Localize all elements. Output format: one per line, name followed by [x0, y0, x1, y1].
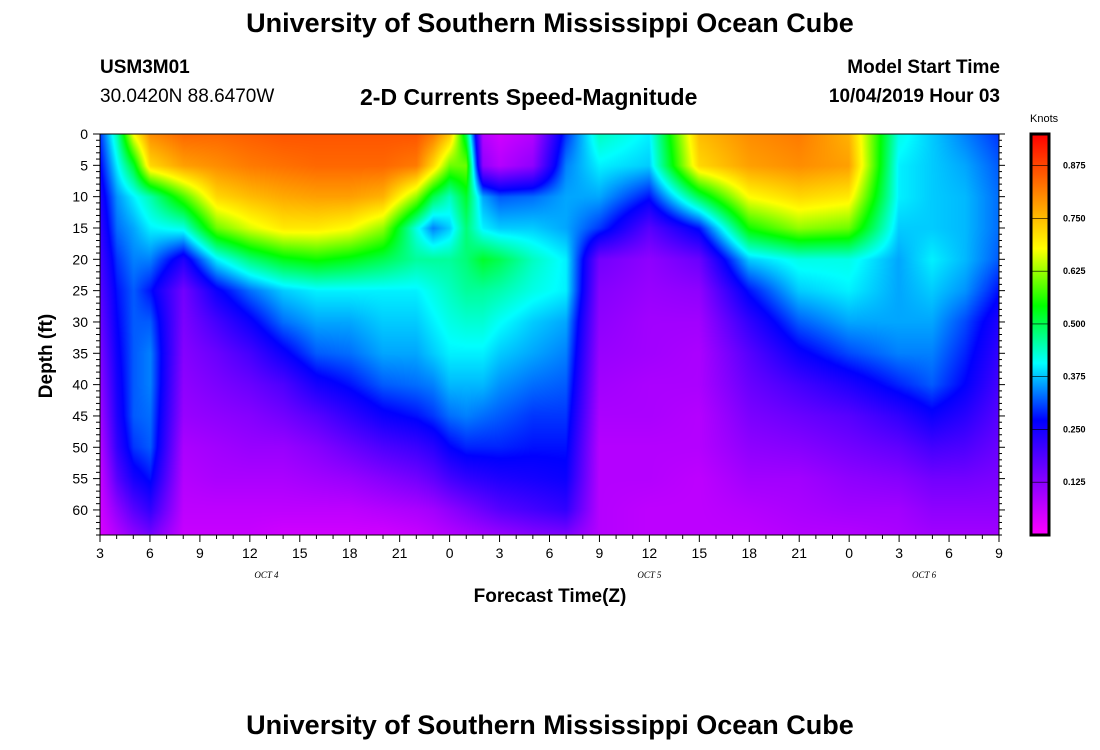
y-tick-label: 20: [72, 251, 88, 267]
x-tick-label: 3: [895, 545, 903, 561]
y-tick-label: 40: [72, 377, 88, 393]
colorbar: 0.875 0.750 0.625 0.500 0.375 0.250 0.125: [1029, 132, 1086, 537]
x-date-label: OCT 5: [637, 570, 662, 580]
y-tick-label: 55: [72, 471, 88, 487]
y-tick-label: 0: [80, 126, 88, 142]
colorbar-tick-label: 0.375: [1063, 372, 1086, 382]
model-start-label: Model Start Time: [847, 57, 1000, 78]
x-tick-label: 15: [292, 545, 308, 561]
page-title-top: University of Southern Mississippi Ocean…: [246, 8, 854, 38]
x-tick-label: 21: [791, 545, 807, 561]
plot-area: [100, 134, 999, 535]
x-tick-label: 0: [446, 545, 454, 561]
colorbar-tick-label: 0.500: [1063, 319, 1086, 329]
station-id: USM3M01: [100, 57, 190, 78]
y-tick-label: 45: [72, 408, 88, 424]
x-tick-label: 6: [146, 545, 154, 561]
y-tick-label: 5: [80, 157, 88, 173]
x-tick-label: 6: [546, 545, 554, 561]
x-tick-label: 12: [242, 545, 258, 561]
chart-subtitle: 2-D Currents Speed-Magnitude: [360, 84, 698, 110]
x-tick-label: 3: [96, 545, 104, 561]
x-date-label: OCT 4: [254, 570, 279, 580]
y-axis-label: Depth (ft): [36, 313, 57, 399]
x-tick-label: 6: [945, 545, 953, 561]
colorbar-tick-label: 0.875: [1063, 161, 1086, 171]
y-tick-label: 35: [72, 345, 88, 361]
colorbar-tick-label: 0.625: [1063, 266, 1086, 276]
x-date-label: OCT 6: [912, 570, 937, 580]
colorbar-gradient: [1029, 132, 1051, 537]
heatmap-cells: [100, 134, 999, 535]
model-start-value: 10/04/2019 Hour 03: [828, 86, 1000, 107]
x-tick-label: 12: [642, 545, 658, 561]
y-tick-label: 60: [72, 502, 88, 518]
x-tick-label: 9: [596, 545, 604, 561]
x-tick-label: 18: [741, 545, 757, 561]
y-tick-label: 30: [72, 314, 88, 330]
colorbar-unit-label: Knots: [1030, 113, 1059, 125]
y-tick-label: 15: [72, 220, 88, 236]
x-tick-label: 18: [342, 545, 358, 561]
page-title-bottom: University of Southern Mississippi Ocean…: [246, 710, 854, 740]
axes: 3 6 9 12 15 18 21 0 3 6 9 12 15 18 21 0 3 6 9 OCT 4 OCT 5 OCT…: [72, 126, 1005, 580]
x-tick-label: 0: [845, 545, 853, 561]
colorbar-tick-label: 0.125: [1063, 477, 1086, 487]
y-tick-label: 10: [72, 189, 88, 205]
station-coordinates: 30.0420N 88.6470W: [100, 86, 275, 107]
x-axis-label: Forecast Time(Z): [473, 586, 627, 607]
x-tick-label: 9: [196, 545, 204, 561]
x-tick-label: 9: [995, 545, 1003, 561]
x-tick-label: 21: [392, 545, 408, 561]
x-tick-label: 15: [692, 545, 708, 561]
y-tick-label: 25: [72, 283, 88, 299]
colorbar-tick-label: 0.250: [1063, 424, 1086, 434]
y-tick-label: 50: [72, 439, 88, 455]
x-tick-label: 3: [496, 545, 504, 561]
colorbar-tick-label: 0.750: [1063, 213, 1086, 223]
